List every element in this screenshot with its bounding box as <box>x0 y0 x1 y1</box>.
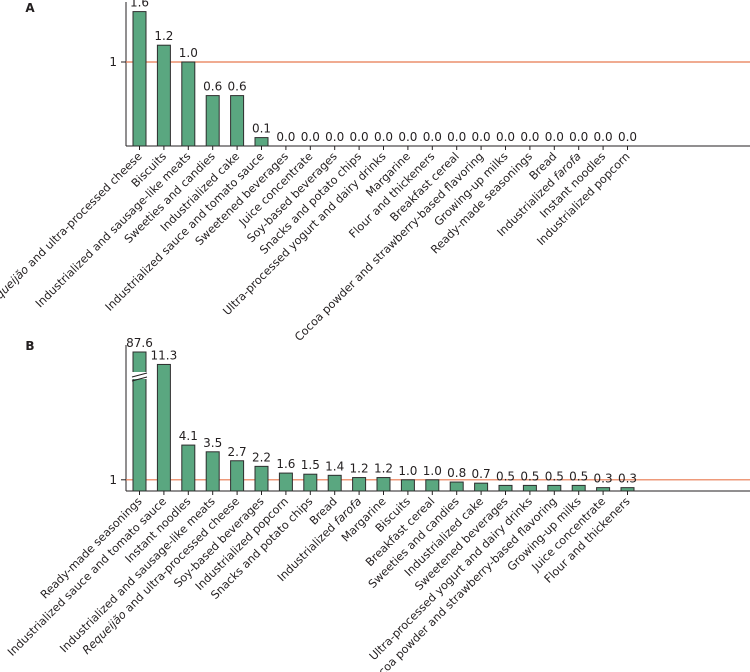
bar <box>498 484 513 492</box>
data-label: 0.0 <box>569 130 588 144</box>
data-label: 0.0 <box>496 130 515 144</box>
data-label: 0.5 <box>545 469 564 483</box>
data-label: 0.8 <box>447 466 466 480</box>
bar <box>132 11 147 147</box>
data-label: 1.2 <box>374 462 393 476</box>
bar <box>352 477 367 492</box>
panel-label: B <box>25 339 34 353</box>
data-label: 0.1 <box>252 122 271 136</box>
data-label: 1.0 <box>398 464 417 478</box>
panel-label: A <box>25 1 35 15</box>
axis-break-mark <box>131 376 148 382</box>
bar <box>547 484 562 492</box>
data-label: 0.6 <box>228 80 247 94</box>
data-label: 0.3 <box>618 472 637 486</box>
data-label: 1.2 <box>350 462 369 476</box>
data-label: 0.5 <box>496 469 515 483</box>
data-label: 4.1 <box>179 429 198 443</box>
bar <box>327 474 342 492</box>
bar <box>474 482 489 492</box>
bar <box>303 473 318 492</box>
bar <box>522 484 537 492</box>
y-tick-label: 1 <box>109 55 117 69</box>
data-label: 0.0 <box>276 130 295 144</box>
bar <box>205 95 220 147</box>
bar <box>376 477 391 492</box>
data-label: 0.0 <box>472 130 491 144</box>
bar <box>230 95 245 147</box>
data-label: 11.3 <box>151 348 178 362</box>
data-label: 3.5 <box>203 436 222 450</box>
data-label: 0.5 <box>520 469 539 483</box>
data-label: 0.0 <box>594 130 613 144</box>
data-label: 0.0 <box>374 130 393 144</box>
bar <box>425 479 440 492</box>
bar <box>156 363 171 492</box>
data-label: 0.0 <box>398 130 417 144</box>
data-label: 0.0 <box>520 130 539 144</box>
bar <box>400 479 415 492</box>
data-label: 0.0 <box>618 130 637 144</box>
bar <box>205 451 220 492</box>
bar <box>254 137 269 147</box>
data-label: 0.0 <box>545 130 564 144</box>
axis-break-mark <box>131 372 148 378</box>
bar <box>620 487 635 492</box>
data-label: 0.0 <box>350 130 369 144</box>
data-label: 0.0 <box>325 130 344 144</box>
bar <box>278 472 293 492</box>
data-label: 1.2 <box>154 29 173 43</box>
data-label: 0.3 <box>594 472 613 486</box>
data-label: 0.5 <box>569 469 588 483</box>
bar <box>449 481 464 492</box>
data-label: 0.6 <box>203 80 222 94</box>
data-label: 1.0 <box>423 464 442 478</box>
data-label: 0.7 <box>472 467 491 481</box>
bar <box>156 44 171 147</box>
data-label: 0.0 <box>423 130 442 144</box>
data-label: 87.6 <box>126 336 153 350</box>
data-label: 1.6 <box>130 0 149 10</box>
bar <box>254 465 269 492</box>
data-label: 1.4 <box>325 459 344 473</box>
bar <box>571 484 586 492</box>
data-label: 1.0 <box>179 46 198 60</box>
data-label: 2.7 <box>228 445 247 459</box>
data-label: 0.0 <box>447 130 466 144</box>
data-label: 1.5 <box>301 458 320 472</box>
y-tick-label: 1 <box>109 473 117 487</box>
data-label: 0.0 <box>301 130 320 144</box>
bar <box>230 460 245 492</box>
bar <box>181 61 196 147</box>
bar <box>596 487 611 492</box>
bar <box>181 444 196 492</box>
data-label: 2.2 <box>252 450 271 464</box>
data-label: 1.6 <box>276 457 295 471</box>
